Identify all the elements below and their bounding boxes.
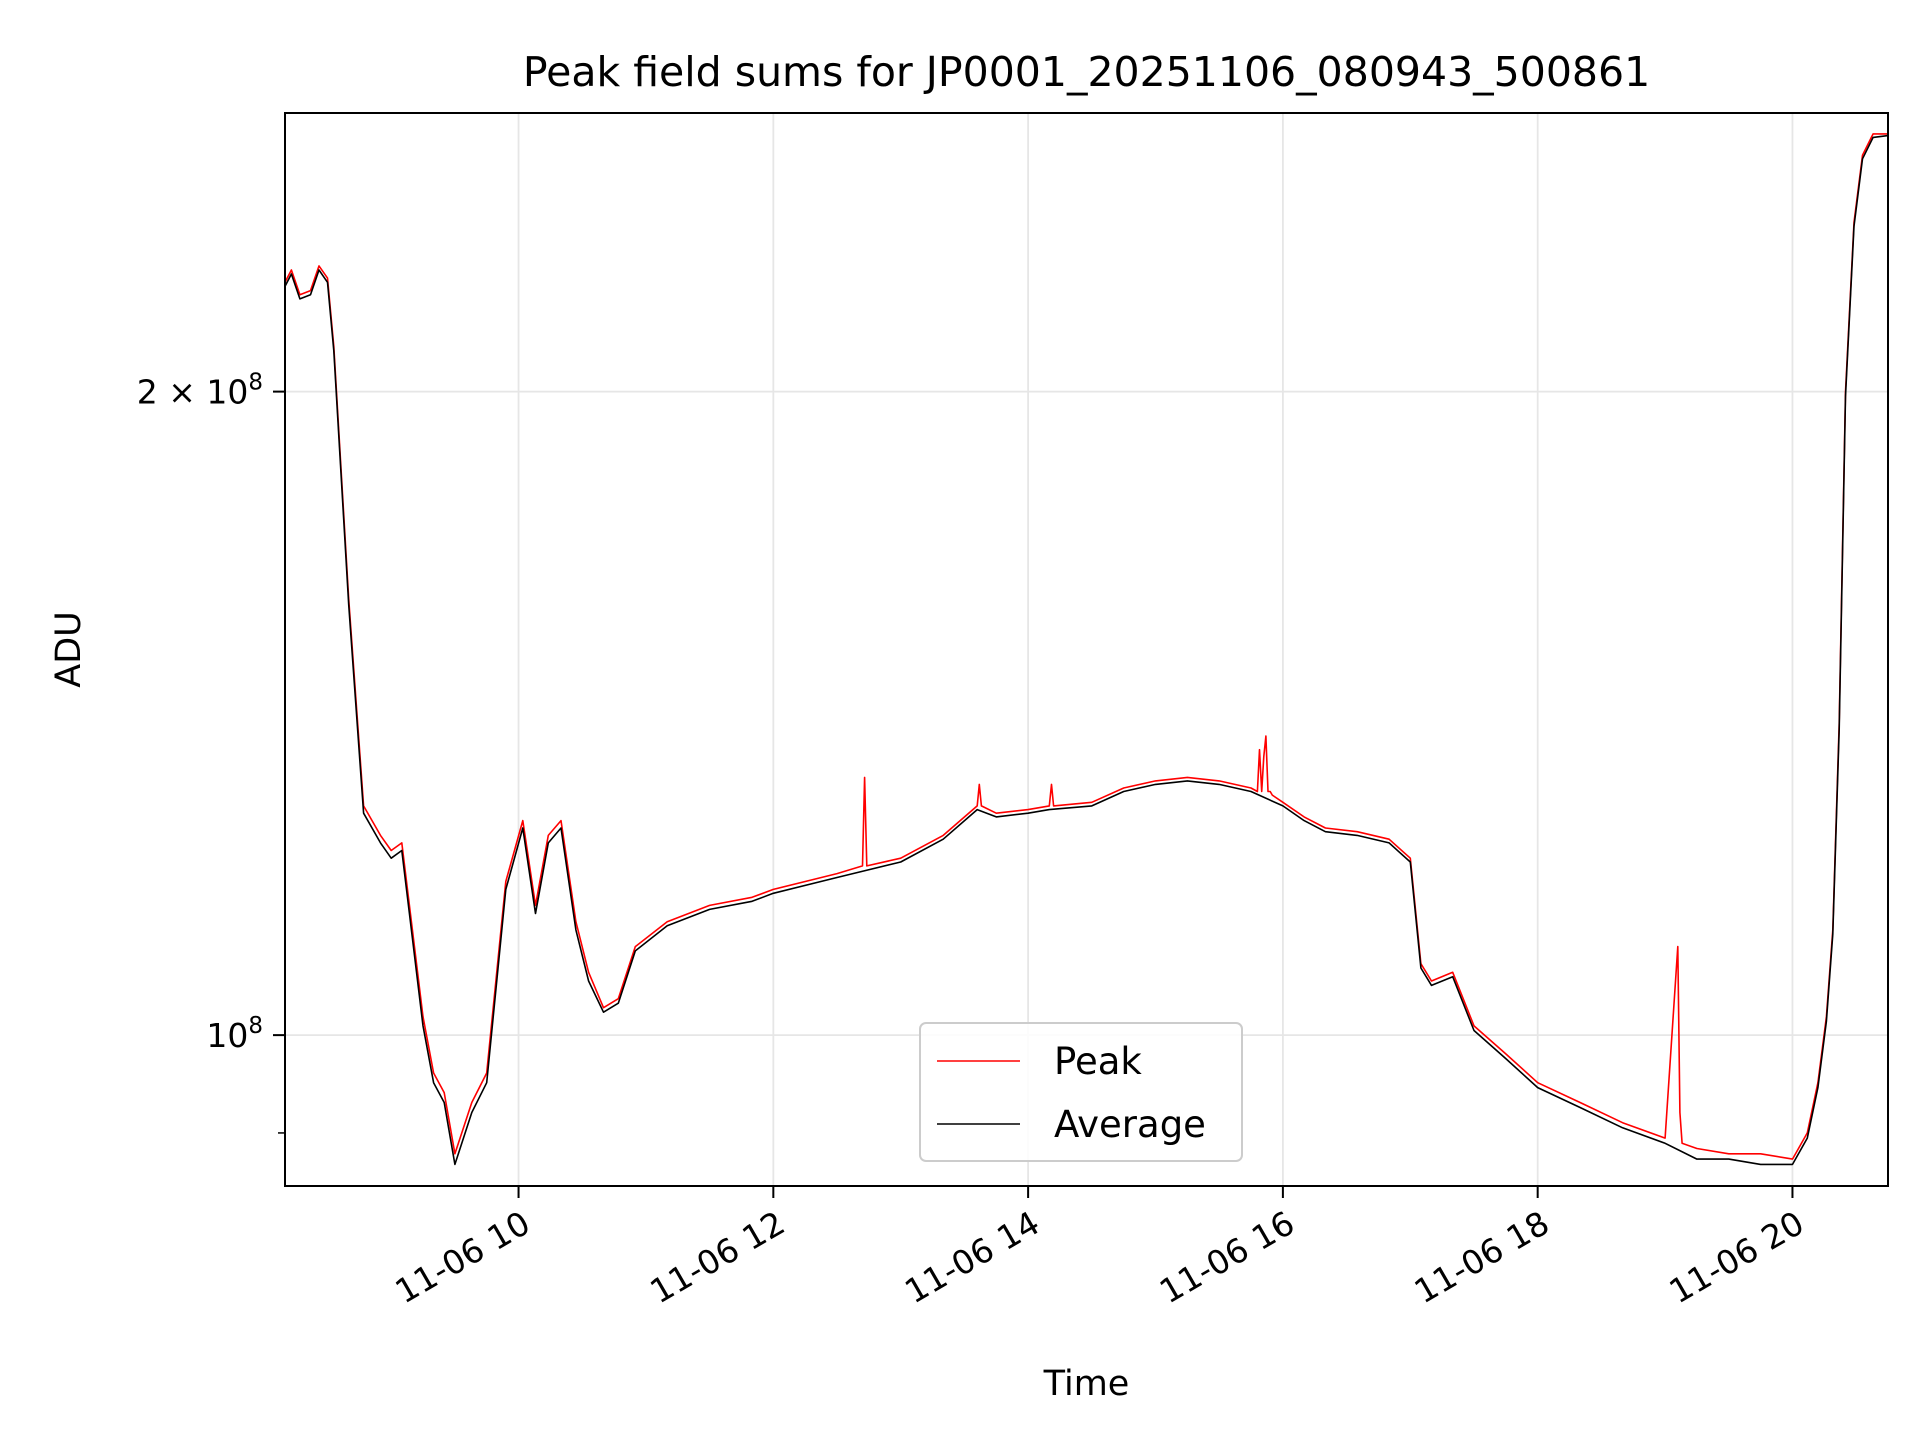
plot-frame	[284, 112, 1889, 1187]
legend-label: Average	[1054, 1103, 1206, 1146]
y-tick-label: 2 × 108	[137, 370, 263, 412]
series-line-average	[284, 134, 1889, 1166]
x-axis-label: Time	[1043, 1364, 1130, 1404]
y-axis-label: ADU	[49, 611, 89, 688]
legend-box	[919, 1022, 1243, 1162]
series-lines	[284, 133, 1889, 1166]
chart-title: Peak field sums for JP0001_20251106_0809…	[523, 48, 1650, 96]
legend: Peak Average	[919, 1022, 1243, 1162]
legend-label: Peak	[1054, 1040, 1142, 1083]
series-line-peak	[284, 133, 1888, 1160]
